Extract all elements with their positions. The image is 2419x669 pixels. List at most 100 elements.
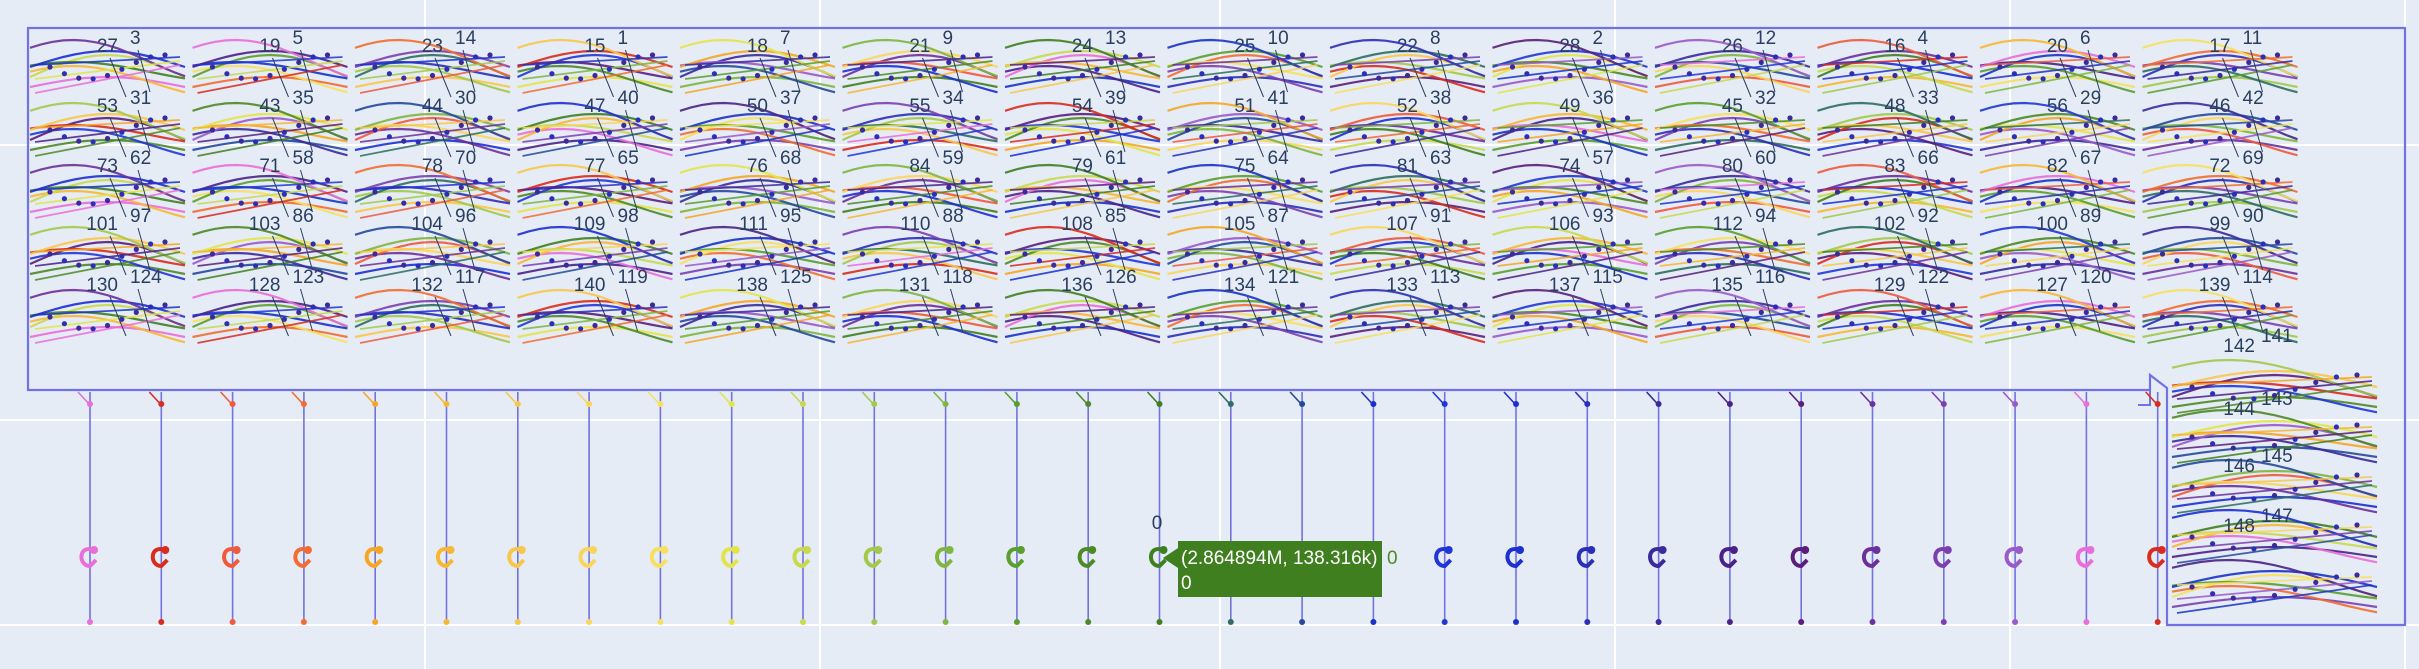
curve-block: [842, 38, 998, 94]
curve-block: [1004, 225, 1161, 281]
curve-block: [354, 288, 511, 344]
stem-top-dot: [1655, 401, 1662, 407]
label-leader: [1600, 227, 1613, 271]
leaf-dot: [487, 52, 493, 58]
leaf-dot: [1036, 134, 1042, 140]
leaf-dot: [931, 316, 938, 322]
node-label: 63: [1430, 148, 1451, 169]
branch-line: [359, 247, 506, 267]
leaf-dot: [1137, 177, 1143, 183]
branch-line: [847, 64, 993, 94]
leaf-dot: [1949, 302, 1956, 308]
node-label: 66: [1918, 148, 1939, 169]
label-leader: [1600, 288, 1613, 332]
branch-line: [1497, 243, 1643, 253]
leaf-dot: [2069, 253, 2075, 259]
label-leader: [2250, 227, 2263, 271]
stem-bottom-dot: [1726, 619, 1733, 625]
leaf-dot: [1213, 138, 1219, 144]
leaf-dot: [1051, 262, 1057, 268]
stem-top-dot: [1726, 401, 1733, 407]
branch-line: [2147, 64, 2293, 94]
label-leader: [137, 109, 151, 153]
node-label: 130: [86, 275, 118, 296]
leaf-dot: [621, 309, 627, 315]
branch-line: [1659, 127, 1806, 157]
branch-curve: [842, 247, 998, 267]
leaf-dot: [162, 177, 168, 183]
leaf-dot: [812, 239, 818, 245]
label-leader: [950, 109, 963, 153]
leaf-dot: [2112, 115, 2118, 121]
leaf-dot: [740, 326, 746, 332]
leaf-dot: [1567, 197, 1573, 204]
branch-curve: [842, 163, 998, 203]
leaf-dot: [2188, 138, 2194, 144]
leaf-dot: [473, 304, 479, 310]
leaf-dot: [1624, 177, 1631, 183]
leaf-dot: [1553, 263, 1559, 269]
curve-block: [2142, 101, 2298, 157]
branch-curve: [1817, 288, 1973, 328]
leaf-dot: [473, 54, 479, 60]
leaf-dot: [697, 127, 703, 133]
leaf-dot: [1935, 179, 1941, 185]
stem-top-dot: [300, 401, 307, 407]
leaf-dot: [1448, 54, 1454, 60]
branch-curve: [1329, 174, 1486, 194]
leaf-dot: [2040, 263, 2046, 269]
leaf-dot: [1094, 191, 1100, 197]
leaf-dot: [1404, 259, 1411, 266]
leaf-dot: [1094, 253, 1100, 259]
leaf-dot: [578, 263, 584, 269]
leaf-dot: [1022, 251, 1028, 257]
leaf-dot: [1596, 122, 1602, 128]
label-leader: [1925, 227, 1938, 271]
leaf-dot: [769, 191, 775, 197]
label-leader: [1897, 296, 1914, 337]
leaf-dot: [253, 201, 259, 207]
branch-curve: [679, 185, 836, 205]
branch-line: [1334, 189, 1481, 219]
branch-line: [1497, 310, 1643, 330]
node-label: 33: [1918, 88, 1939, 109]
node-label: 5: [293, 28, 304, 49]
branch-curve: [679, 288, 836, 328]
branch-line: [847, 119, 993, 129]
leaf-dot: [2260, 117, 2266, 123]
stem-top-dot: [942, 401, 949, 407]
node-label: 118: [943, 267, 973, 288]
branch-curve: [354, 310, 511, 330]
leaf-hook-dot: [660, 546, 669, 554]
leaf-dot: [1108, 122, 1114, 128]
node-label: 83: [1884, 156, 1905, 177]
branch-line: [522, 119, 668, 129]
curve-block: [192, 163, 348, 219]
branch-line: [1009, 247, 1156, 267]
branch-curve: [1167, 247, 1323, 267]
node-label: 14: [455, 28, 477, 49]
node-label: 69: [2243, 148, 2264, 169]
branch-line: [684, 119, 831, 129]
branch-line: [197, 306, 343, 316]
leaf-dot: [76, 325, 82, 331]
branch-line: [1497, 314, 1643, 344]
label-leader: [950, 169, 963, 213]
node-label: 32: [1755, 88, 1776, 109]
leaf-dot: [238, 325, 244, 331]
leaf-dot: [946, 122, 952, 128]
leaf-dot: [1906, 316, 1912, 322]
branch-line: [684, 123, 831, 143]
leaf-dot: [578, 326, 584, 332]
branch-curve: [1654, 247, 1811, 267]
leaf-dot: [592, 135, 598, 142]
leaf-dot: [1361, 321, 1367, 327]
leaf-dot: [2210, 391, 2216, 397]
curve-block: [517, 101, 673, 157]
leaf-dot: [1863, 138, 1869, 144]
branch-curve: [1329, 185, 1486, 205]
branch-line: [34, 251, 181, 281]
leaf-dot: [1137, 115, 1143, 121]
label-leader: [1112, 227, 1126, 271]
leaf-dot: [798, 241, 804, 247]
